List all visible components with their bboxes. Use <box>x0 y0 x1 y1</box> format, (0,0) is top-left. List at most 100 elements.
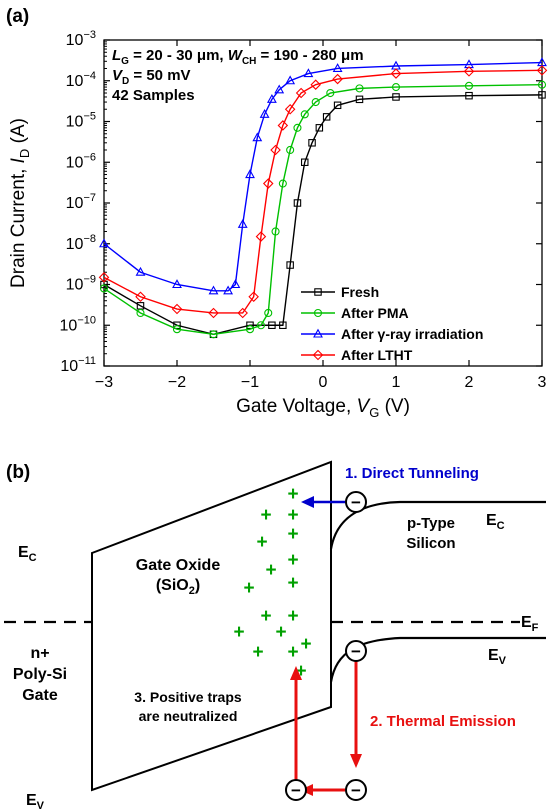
data-point <box>390 68 402 79</box>
data-point <box>464 81 474 90</box>
data-point <box>538 91 546 99</box>
series-line <box>103 61 543 292</box>
data-point <box>248 291 259 303</box>
data-point <box>308 139 316 147</box>
x-tick-label: −3 <box>95 374 113 391</box>
series-layer <box>98 57 548 339</box>
x-axis-label: Gate Voltage, VG (V) <box>236 396 410 420</box>
x-tick-label: 0 <box>319 374 328 391</box>
series-1 <box>99 80 547 339</box>
data-point <box>285 75 296 85</box>
y-axis-label: Drain Current, ID (A) <box>8 118 32 288</box>
data-point <box>270 144 281 156</box>
data-point <box>278 179 287 188</box>
positive-trap: + <box>256 532 267 553</box>
data-point <box>332 73 343 85</box>
electron-emitted-right: − <box>345 779 367 801</box>
drain-voltage-annotation: VD = 50 mV <box>112 67 191 87</box>
data-point <box>274 84 285 94</box>
x-tick-label: −2 <box>168 374 186 391</box>
svg-text:−: − <box>351 781 361 800</box>
svg-text:−: − <box>291 781 301 800</box>
positive-trap: + <box>287 606 298 627</box>
data-point <box>245 325 255 334</box>
data-point <box>99 284 109 293</box>
data-point <box>463 66 475 77</box>
series-line <box>103 69 543 314</box>
data-point <box>172 325 182 334</box>
positive-trap: + <box>287 642 298 663</box>
legend-marker <box>314 288 322 296</box>
series-line <box>103 83 543 335</box>
plot-a: −3 −2 −1 0 1 2 3 10−11 10−10 10−9 10−8 10−7 10−6 10−5… <box>60 29 548 391</box>
data-point <box>465 91 473 100</box>
positive-trap: + <box>287 550 298 571</box>
svg-text:−: − <box>351 493 361 512</box>
data-point <box>237 218 248 228</box>
data-point <box>333 101 342 110</box>
legend-marker <box>313 308 323 318</box>
positive-trap: + <box>287 484 298 505</box>
data-point <box>264 308 273 318</box>
data-point <box>208 285 219 295</box>
positive-trap: + <box>252 642 263 663</box>
emission-up-arrowhead <box>290 666 302 680</box>
data-point <box>135 266 146 276</box>
data-point <box>209 330 218 339</box>
x-tick-label: 3 <box>538 374 547 391</box>
data-point <box>279 321 287 329</box>
data-point <box>537 80 547 89</box>
silicon-label-line1: p-Type <box>407 515 455 532</box>
positive-trap: + <box>300 634 311 655</box>
y-tick-label: 10−9 <box>66 274 96 294</box>
data-point <box>286 145 295 155</box>
data-point <box>322 113 331 121</box>
thermal-emission-label: 2. Thermal Emission <box>370 713 516 730</box>
data-point <box>256 321 266 330</box>
data-point <box>311 98 320 107</box>
legend-marker <box>313 328 323 338</box>
y-tick-label: 10−11 <box>60 355 96 375</box>
ev-left-label: EV <box>26 792 45 810</box>
panel-a-label: (a) <box>6 6 29 27</box>
tunneling-arrowhead <box>301 496 314 508</box>
svg-text:−: − <box>351 642 361 661</box>
data-point <box>332 63 343 73</box>
data-point <box>303 68 314 78</box>
y-tick-label: 10−3 <box>66 29 96 49</box>
legend: Fresh After PMA After γ-ray irradiation Aft… <box>301 284 483 363</box>
data-point <box>246 321 254 329</box>
y-tick-label: 10−6 <box>66 151 96 171</box>
y-tick-label: 10−10 <box>60 314 96 334</box>
gate-label-line1: n+ <box>30 645 49 662</box>
ef-label: EF <box>521 614 539 634</box>
gate-oxide-barrier <box>91 460 332 792</box>
silicon-label-line2: Silicon <box>406 535 455 552</box>
data-point <box>315 124 324 132</box>
data-point <box>98 272 110 283</box>
ec-right-label: EC <box>486 512 505 532</box>
data-point <box>262 178 274 189</box>
data-point <box>326 88 335 98</box>
data-point <box>245 169 255 179</box>
axis-ticks: −3 −2 −1 0 1 2 3 10−11 10−10 10−9 10−8 10−7 10−6 10−5… <box>60 29 547 391</box>
legend-marker <box>312 349 324 361</box>
data-point <box>295 87 307 99</box>
positive-trap: + <box>287 505 298 526</box>
data-point <box>259 108 270 118</box>
data-point <box>255 231 267 242</box>
gate-label-line2: Poly-Si <box>13 666 67 683</box>
y-tick-label: 10−8 <box>66 233 96 253</box>
ec-left-label: EC <box>18 544 37 564</box>
data-point <box>536 65 548 76</box>
legend-label: After LTHT <box>341 347 413 363</box>
device-dimensions-annotation: LG = 20 - 30 μm, WCH = 190 - 280 μm <box>112 47 364 67</box>
data-point <box>355 95 364 104</box>
oxide-label-line1: Gate Oxide <box>136 557 221 574</box>
y-tick-label: 10−4 <box>66 70 96 90</box>
legend-label: After PMA <box>341 305 409 321</box>
data-point <box>268 321 276 329</box>
emission-down-arrowhead <box>350 754 362 768</box>
data-point <box>277 120 289 131</box>
